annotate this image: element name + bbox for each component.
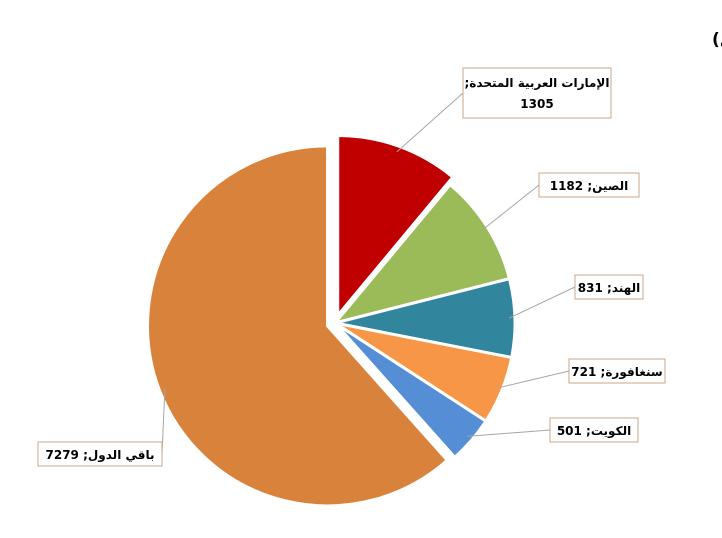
leader-line-slice-5	[466, 429, 551, 437]
pie-slice-6	[146, 144, 449, 508]
leader-line-slice-2	[481, 184, 540, 231]
data-label-box-slice-4	[568, 358, 666, 384]
data-labels: الإمارات العربية المتحدة; 1305 الصين; 1182…	[37, 67, 666, 467]
data-label-slice-5: الكويت; 501	[557, 424, 631, 439]
pie-slices	[146, 133, 517, 508]
data-label-slice-6: باقي الدول; 7279	[46, 448, 155, 463]
data-label-box-slice-3	[574, 274, 644, 300]
data-label-slice-4: سنغافورة; 721	[571, 365, 662, 380]
leader-line-slice-3	[508, 286, 576, 319]
label-leader-lines	[161, 92, 576, 455]
leader-line-slice-1	[396, 92, 464, 153]
pie-slice-1	[336, 133, 455, 317]
data-label-slice-2: الصين; 1182	[550, 179, 629, 193]
leader-line-slice-4	[496, 370, 570, 389]
chart-title: أكبر أسواق الصادرات السعودية السلعية غير…	[712, 28, 722, 50]
data-label-category-slice-1: الإمارات العربية المتحدة;	[465, 76, 610, 90]
data-label-box-slice-6	[37, 441, 163, 467]
pie-slice-5	[333, 321, 488, 459]
data-label-slice-3: الهند; 831	[578, 281, 640, 295]
data-label-value-slice-1: 1305	[520, 97, 553, 111]
data-label-box-slice-5	[549, 417, 639, 443]
data-label-box-slice-1	[462, 67, 612, 119]
data-label-box-slice-2	[538, 172, 640, 198]
